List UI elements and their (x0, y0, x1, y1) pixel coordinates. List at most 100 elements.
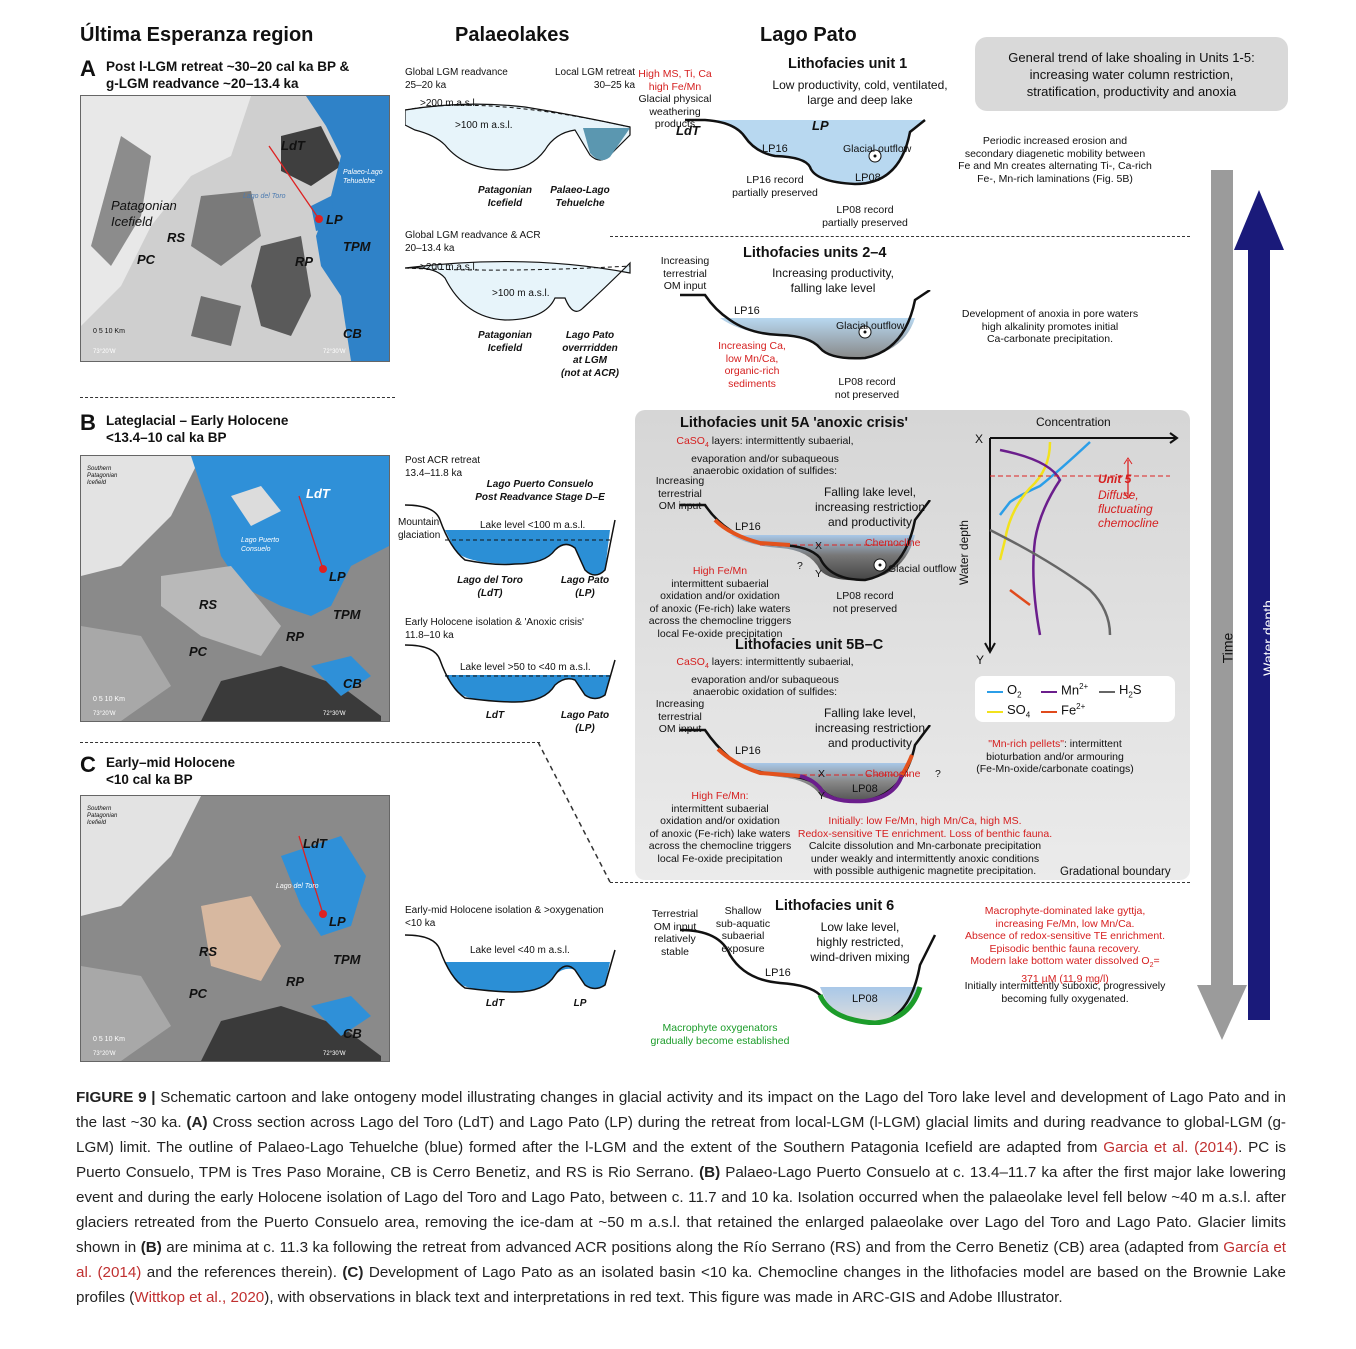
unit5bc-fe: High Fe/Mn: intermittent subaerial oxidati… (648, 790, 792, 865)
unit1-lp08-record: LP08 record partially preserved (822, 204, 908, 229)
unit6-black: Initially intermittently suboxic, progre… (964, 980, 1166, 1005)
unit5bc-desc: Falling lake level, increasing restrictio… (814, 706, 926, 750)
map-b-pc-label: PC (189, 644, 208, 659)
water-depth-label: Water depth (1260, 600, 1276, 676)
unit1-right: Periodic increased erosion and secondary … (958, 135, 1152, 185)
unit6-lake (680, 928, 937, 1025)
unit5a-x: X (815, 540, 823, 552)
map-b-rs-label: RS (199, 597, 218, 612)
unit5bc-caso4: CaSO4 layers: intermittently subaerial, … (676, 656, 854, 699)
time-arrow (1197, 170, 1247, 1040)
map-c-ldt-label: LdT (303, 836, 327, 851)
unit1-lake (685, 118, 926, 186)
a1-tehuelche: Palaeo-Lago Tehuelche (550, 185, 610, 209)
unit5bc-increasing: Increasing terrestrial OM input (655, 698, 705, 735)
unit5a-title: Lithofacies unit 5A 'anoxic crisis' (680, 415, 908, 431)
unit1-desc: Low productivity, cold, ventilated, large… (772, 78, 948, 107)
b1-level: Lake level <100 m a.s.l. (480, 520, 586, 531)
unit5bc-lp16: LP16 (735, 745, 761, 757)
water-depth-arrow (1234, 190, 1284, 1020)
map-b-ldt-label: LdT (306, 486, 330, 501)
divider-bc (80, 742, 540, 743)
a1-100: >100 m a.s.l. (455, 120, 513, 131)
unit24-outflow: Glacial outflow (836, 320, 905, 332)
map-b-icefield-label: Southern Patagonian Icefield (87, 466, 118, 486)
map-b: LdT LP RS PC RP TPM CB Southern Patagoni… (80, 455, 390, 722)
map-b-scale: 0 5 10 Km (93, 696, 125, 703)
unit5bc-y: Y (818, 790, 826, 802)
unit5bc-black: Calcite dissolution and Mn-carbonate pre… (808, 840, 1042, 877)
c1-lp: LP (573, 998, 587, 1009)
figure-caption: FIGURE 9 | Schematic cartoon and lake on… (76, 1089, 1287, 1306)
b1-cross-section (405, 504, 616, 576)
a2-overridden: Lago Pato overrridden at LGM (not at ACR) (561, 330, 619, 379)
unit24-title: Lithofacies units 2–4 (743, 245, 887, 261)
unit5bc-red: Initially: low Fe/Mn, high Mn/Ca, high M… (797, 815, 1053, 840)
map-a-rs-label: RS (167, 230, 186, 245)
unit5-panel (635, 410, 1190, 880)
map-a-icefield-label: Patagonian Icefield (111, 198, 177, 229)
b1-lp: Lago Pato (LP) (560, 575, 610, 599)
a1-icefield: Patagonian Icefield (478, 185, 532, 209)
trend-box: General trend of lake shoaling in Units … (975, 37, 1288, 111)
c1-cross-section (405, 934, 616, 993)
legend-mn: Mn2+ (1061, 682, 1089, 698)
unit1-glacial: Glacial physical weathering products (638, 93, 712, 130)
map-b-lpc-label: Lago Puerto Consuelo (241, 537, 280, 553)
profile-chart (984, 432, 1179, 655)
map-a-lp-label: LP (326, 212, 343, 227)
region-column-header: Última Esperanza region (80, 24, 314, 46)
map-a-rp-label: RP (295, 254, 314, 269)
b1-lpc: Lago Puerto Consuelo Post Readvance Stage… (475, 479, 605, 503)
unit5a-outflow: Glacial outflow (888, 563, 957, 575)
profile-water-depth: Water depth (957, 520, 971, 585)
unit5bc-x: X (818, 768, 826, 780)
divider-a (610, 236, 1190, 237)
map-a: LdT LP RS PC RP TPM CB Patagonian Icefie… (80, 95, 390, 362)
map-c-cb-label: CB (343, 1026, 362, 1041)
unit1-title: Lithofacies unit 1 (788, 56, 908, 72)
unit5a-lp08-record: LP08 record not preserved (832, 590, 898, 615)
map-c: LdT LP RS PC RP TPM CB Southern Patagoni… (80, 795, 390, 1062)
unit24-lp08-record: LP08 record not preserved (834, 376, 900, 401)
unit5a-caso4: CaSO4 layers: intermittently subaerial, … (676, 435, 854, 478)
unit1-lp: LP (812, 118, 829, 133)
unit5a-desc: Falling lake level, increasing restrictio… (814, 485, 926, 529)
palaeolakes-column-header: Palaeolakes (455, 24, 570, 46)
profile-unit5: Unit 5 (1098, 472, 1132, 486)
map-a-cb-label: CB (343, 326, 362, 341)
unit5bc-chemocline: Chemocline (865, 768, 921, 780)
map-c-lagodeltoro-label: Lago del Toro (276, 883, 319, 890)
c1-level: Lake level <40 m a.s.l. (470, 945, 570, 956)
unit24-increasing: Increasing terrestrial OM input (660, 255, 710, 292)
lagopato-column-header: Lago Pato (760, 24, 857, 46)
panel-c-letter: C (80, 752, 96, 777)
unit5a-lake (680, 500, 931, 582)
unit1-red: High MS, Ti, Ca high Fe/Mn (638, 68, 712, 93)
unit24-lp16: LP16 (734, 305, 760, 317)
map-a-palaeo-label: Palaeo-Lago Tehuelche (343, 169, 383, 185)
divider-diagonal (538, 742, 611, 883)
b2-cross-section (405, 644, 616, 703)
unit5a-increasing: Increasing terrestrial OM input (655, 475, 705, 512)
panel-c-title: Early–mid Holocene <10 cal ka BP (106, 755, 236, 787)
panel-a-title: Post l-LGM retreat ~30–20 cal ka BP & g-L… (106, 59, 350, 91)
unit5bc-lp08: LP08 (852, 783, 878, 795)
legend-fe-swatch (1041, 711, 1057, 713)
c1-ldt: LdT (485, 998, 505, 1009)
unit6-lp08: LP08 (852, 993, 878, 1005)
map-b-lon2: 72°30'W (323, 711, 346, 717)
unit1-lp08: LP08 (855, 172, 881, 184)
a2-icefield: Patagonian Icefield (478, 330, 532, 354)
b2-level: Lake level >50 to <40 m a.s.l. (460, 662, 591, 673)
unit6-red: Macrophyte-dominated lake gyttja, increas… (965, 905, 1165, 985)
map-c-scale: 0 5 10 Km (93, 1036, 125, 1043)
unit6-lp16: LP16 (765, 967, 791, 979)
divider-ab (80, 397, 395, 398)
map-c-tpm-label: TPM (333, 952, 361, 967)
unit5a-lp16: LP16 (735, 521, 761, 533)
profile-y: Y (976, 653, 985, 667)
b2-lp: Lago Pato (LP) (560, 710, 610, 734)
unit6-shallow: Shallow sub-aquatic subaerial exposure (715, 905, 771, 955)
a1-200: >200 m a.s.l. (420, 98, 478, 109)
